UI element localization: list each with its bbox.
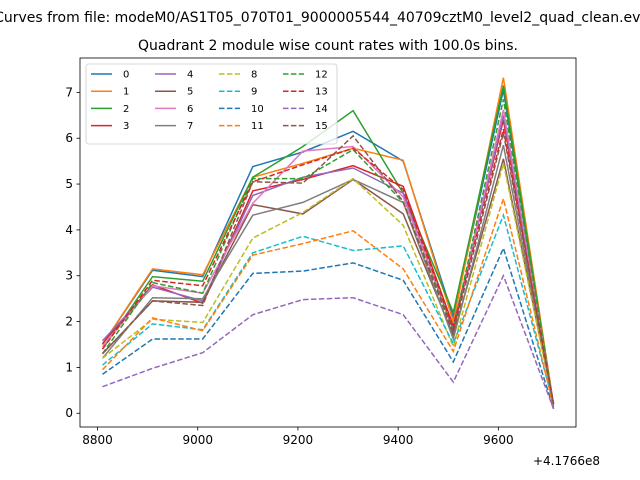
x-tick-label: 9000: [182, 433, 213, 447]
legend-label: 8: [251, 70, 257, 81]
y-tick-label: 6: [65, 131, 73, 145]
series-line-6: [101, 109, 555, 405]
x-offset-label: +4.1766e8: [533, 454, 600, 468]
legend-label: 9: [251, 87, 257, 98]
legend-label: 15: [315, 121, 328, 132]
legend-label: 10: [251, 104, 264, 115]
y-tick-label: 0: [65, 406, 73, 420]
x-tick-label: 8800: [82, 433, 113, 447]
series-line-7: [101, 144, 555, 405]
x-tick-label: 9400: [383, 433, 414, 447]
series-line-15: [101, 132, 555, 405]
y-tick-label: 1: [65, 360, 73, 374]
y-tick-label: 2: [65, 315, 73, 329]
series-line-8: [102, 163, 555, 405]
series-line-12: [101, 99, 555, 405]
y-tick-label: 5: [65, 177, 73, 191]
x-tick-label: 9200: [283, 433, 314, 447]
legend-label: 0: [123, 70, 129, 81]
legend-label: 4: [187, 70, 193, 81]
series-line-11: [101, 195, 555, 407]
y-tick-label: 3: [65, 269, 73, 283]
legend-label: 1: [123, 87, 129, 98]
legend-label: 6: [187, 104, 193, 115]
series-line-5: [101, 158, 555, 405]
legend-label: 11: [251, 121, 264, 132]
legend-label: 2: [123, 104, 129, 115]
series-line-13: [101, 128, 555, 405]
legend-label: 5: [187, 87, 193, 98]
legend-frame: [85, 63, 338, 145]
legend-label: 13: [315, 87, 328, 98]
legend-label: 7: [187, 121, 193, 132]
chart-title: Quadrant 2 module wise count rates with …: [138, 38, 518, 54]
y-tick-label: 4: [65, 223, 73, 237]
legend-label: 12: [315, 70, 328, 81]
series-line-9: [102, 212, 555, 405]
figure-suptitle: Curves from file: modeM0/AS1T05_070T01_9…: [0, 10, 640, 26]
y-tick-label: 7: [65, 85, 73, 99]
x-tick-label: 9600: [483, 433, 514, 447]
plot-area: 8800 9000 9200 9400 960001234567012345678910…: [65, 57, 577, 447]
legend-label: 14: [315, 104, 328, 115]
series-line-10: [102, 246, 555, 409]
series-group: [101, 77, 555, 409]
axes-frame: [79, 57, 577, 428]
legend-label: 3: [123, 121, 129, 132]
series-line-14: [102, 273, 555, 409]
